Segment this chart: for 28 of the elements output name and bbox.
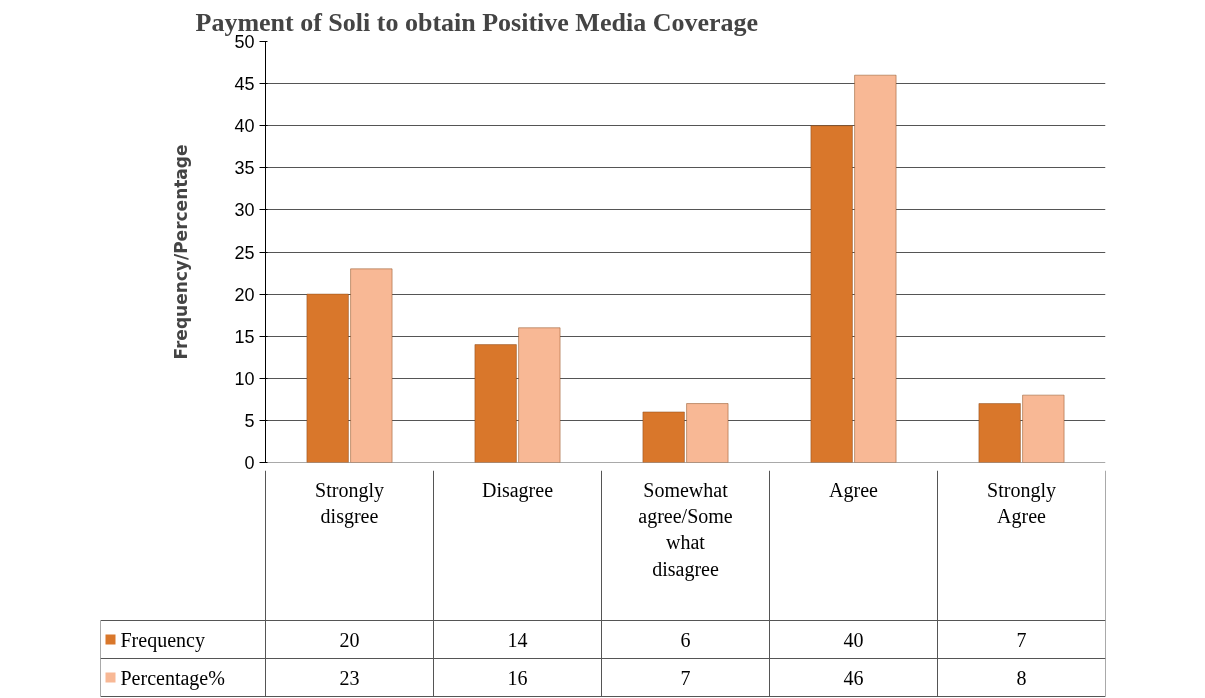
- legend-label: Percentage%: [120, 666, 225, 690]
- legend-label: Frequency: [120, 628, 205, 652]
- x-tick-label: Agree: [829, 478, 879, 502]
- data-label: 6: [680, 628, 691, 651]
- data-label: 7: [680, 666, 691, 689]
- x-tick-label: Strongly Agree: [987, 478, 1056, 528]
- y-tick-label: 30: [234, 200, 255, 221]
- x-tick-label: Strongly disgree: [315, 478, 384, 528]
- data-label: 40: [843, 628, 864, 651]
- data-label: 20: [339, 628, 360, 651]
- data-label: 14: [507, 628, 528, 651]
- y-tick-label: 35: [234, 158, 255, 179]
- data-label: 16: [507, 666, 528, 689]
- x-tick-label: Somewhat agree/Some what disagree: [638, 478, 733, 581]
- y-tick-label: 45: [234, 74, 255, 95]
- y-tick-label: 5: [244, 410, 255, 431]
- data-label: 23: [339, 666, 360, 689]
- y-tick-label: 15: [234, 326, 255, 347]
- data-label: 46: [843, 666, 864, 689]
- y-tick-label: 20: [234, 284, 255, 305]
- y-tick-label: 0: [244, 453, 255, 473]
- y-tick-label: 25: [234, 242, 255, 263]
- y-tick-label: 40: [234, 116, 255, 137]
- y-axis-title: Frequency/Percentage: [171, 144, 192, 360]
- data-label: 8: [1016, 666, 1027, 689]
- y-tick-label: 10: [234, 368, 255, 389]
- data-label: 7: [1016, 628, 1027, 651]
- x-tick-label: Disagree: [481, 478, 554, 502]
